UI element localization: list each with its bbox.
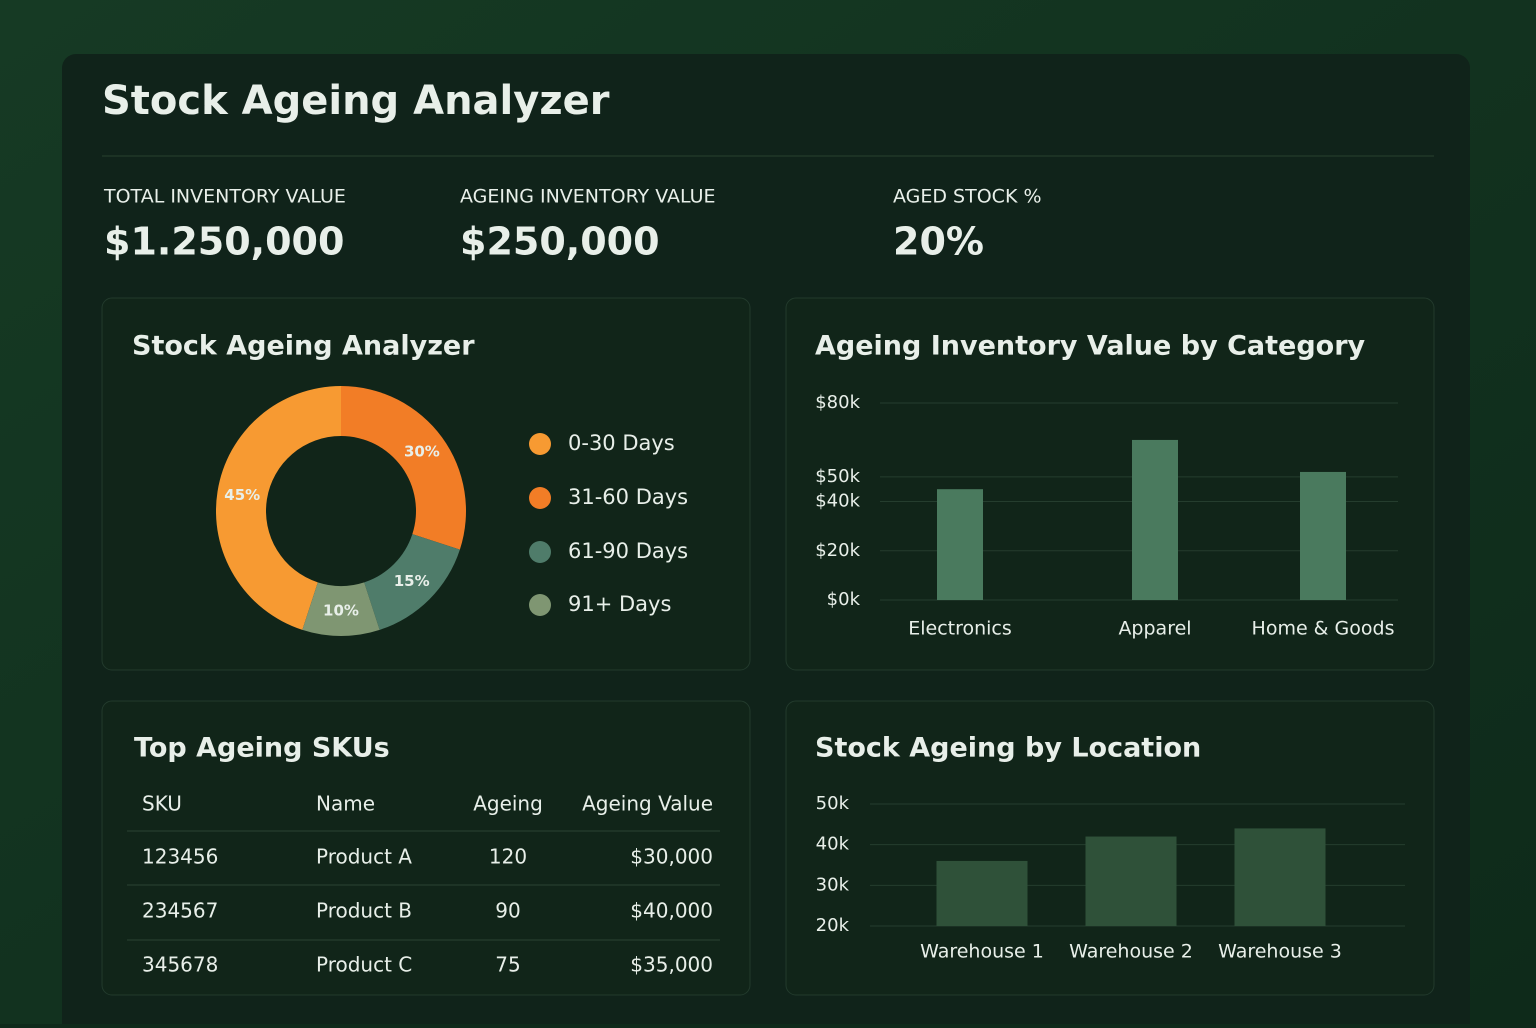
- y-tick-label: $0k: [827, 589, 861, 610]
- legend-label: 61-90 Days: [568, 539, 688, 563]
- legend-swatch: [529, 541, 551, 563]
- legend-swatch: [529, 594, 551, 616]
- table-cell: Product C: [316, 953, 412, 977]
- y-tick-label: 50k: [816, 793, 850, 814]
- bar: [937, 489, 983, 600]
- card-title: Stock Ageing by Location: [815, 733, 1201, 764]
- slice-label: 10%: [323, 602, 359, 620]
- x-tick-label: Warehouse 1: [920, 941, 1044, 963]
- table-cell: $35,000: [630, 953, 713, 977]
- bar: [1300, 471, 1346, 600]
- kpi-value: $1.250,000: [104, 220, 344, 264]
- table-header: Ageing Value: [582, 792, 713, 816]
- kpi-label: TOTAL INVENTORY VALUE: [103, 186, 346, 208]
- slice-label: 15%: [394, 572, 430, 590]
- x-tick-label: Apparel: [1118, 618, 1191, 640]
- y-tick-label: $80k: [815, 392, 860, 413]
- y-tick-label: 20k: [816, 915, 850, 936]
- legend-swatch: [529, 487, 551, 509]
- table-cell: Product B: [316, 899, 412, 923]
- kpi-label: AGEING INVENTORY VALUE: [460, 186, 716, 208]
- table-header: Name: [316, 792, 375, 816]
- table-cell: 345678: [142, 953, 218, 977]
- kpi-value: $250,000: [460, 220, 660, 264]
- x-tick-label: Warehouse 3: [1218, 941, 1342, 963]
- legend-label: 0-30 Days: [568, 431, 675, 455]
- bar: [1132, 439, 1178, 600]
- page-title: Stock Ageing Analyzer: [102, 78, 610, 124]
- y-tick-label: $50k: [815, 466, 860, 487]
- card-title: Ageing Inventory Value by Category: [815, 331, 1366, 362]
- legend-label: 31-60 Days: [568, 485, 688, 509]
- y-tick-label: $40k: [815, 491, 860, 512]
- donut-slice: [341, 386, 467, 550]
- bar: [1085, 836, 1177, 926]
- x-tick-label: Home & Goods: [1252, 618, 1395, 640]
- legend-label: 91+ Days: [568, 592, 671, 616]
- y-tick-label: $20k: [815, 540, 860, 561]
- card-title: Stock Ageing Analyzer: [132, 331, 475, 362]
- card: [101, 700, 751, 996]
- card-title: Top Ageing SKUs: [134, 733, 390, 764]
- bar: [1234, 828, 1326, 926]
- x-tick-label: Electronics: [908, 618, 1012, 640]
- kpi-label: AGED STOCK %: [893, 186, 1042, 208]
- slice-label: 45%: [224, 486, 260, 504]
- kpi-value: 20%: [893, 220, 984, 264]
- slice-label: 30%: [404, 443, 440, 461]
- table-cell: 120: [489, 845, 527, 869]
- donut-slice: [215, 386, 341, 630]
- donut-slice: [364, 534, 460, 630]
- table-cell: $40,000: [630, 899, 713, 923]
- donut-slice: [302, 582, 380, 636]
- table-header: Ageing: [473, 792, 543, 816]
- bar: [936, 860, 1028, 926]
- table-cell: 90: [495, 899, 520, 923]
- x-tick-label: Warehouse 2: [1069, 941, 1193, 963]
- y-tick-label: 30k: [816, 874, 850, 895]
- table-cell: 75: [495, 953, 520, 977]
- table-cell: $30,000: [630, 845, 713, 869]
- table-cell: 234567: [142, 899, 218, 923]
- table-cell: 123456: [142, 845, 218, 869]
- y-tick-label: 40k: [816, 834, 850, 855]
- legend-swatch: [529, 433, 551, 455]
- table-header: SKU: [142, 792, 182, 816]
- table-cell: Product A: [316, 845, 412, 869]
